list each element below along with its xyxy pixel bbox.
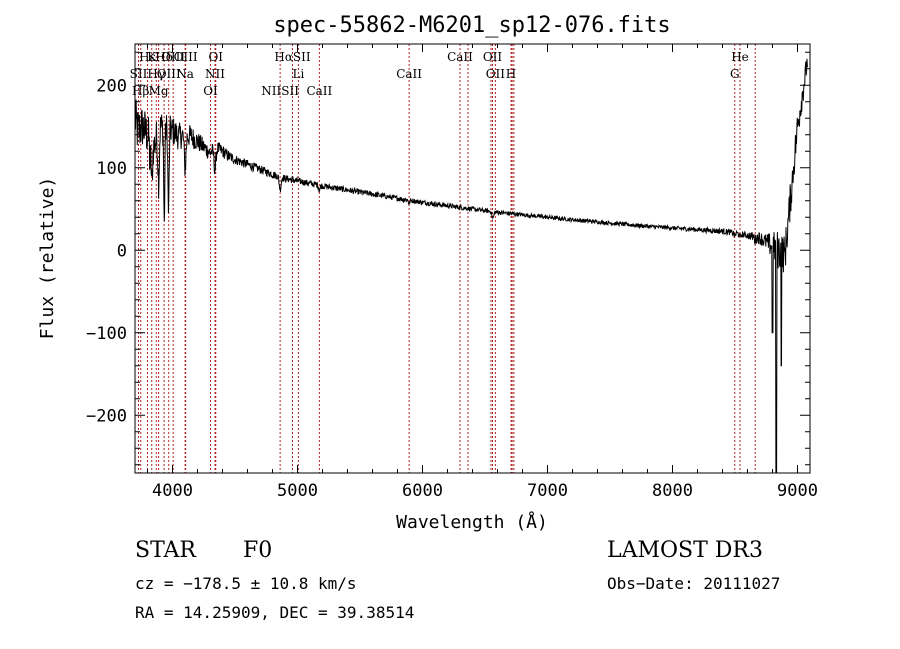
spectral-line-label: Na: [176, 67, 194, 81]
spectral-line-label: OI: [208, 50, 223, 64]
spectral-line-label: OIII: [161, 50, 185, 64]
spectral-line-label: CaII: [447, 50, 473, 64]
plot-frame: [134, 43, 811, 474]
y-tick-label: −200: [86, 406, 127, 426]
x-axis-ticks: 4000 5000 6000 7000 8000 9000: [147, 44, 818, 501]
spectral-line-label: CaII: [306, 84, 332, 98]
spectral-line-label: OIII: [157, 67, 181, 81]
x-axis-label: Wavelength (Å): [396, 511, 548, 533]
object-class: STAR: [135, 538, 196, 563]
obs-date: Obs−Date: 20111027: [607, 574, 781, 593]
spectral-line-label: CaII: [396, 67, 422, 81]
spectral-line-label: NIISII: [261, 84, 299, 98]
spectral-line-label: HαSII: [274, 50, 311, 64]
x-tick-label: 7000: [527, 481, 568, 501]
spectral-line-label: Li: [292, 67, 304, 81]
spectral-line-label: Hε: [139, 50, 156, 64]
spectral-line-markers: [138, 44, 756, 473]
survey-label: LAMOST DR3: [607, 538, 763, 563]
spectral-line-label: Hδ: [155, 50, 173, 64]
x-tick-label: 9000: [777, 481, 818, 501]
x-tick-label: 5000: [277, 481, 318, 501]
spectral-line-label: He: [731, 50, 749, 64]
spectral-line-label: SII: [130, 67, 148, 81]
x-tick-label: 6000: [402, 481, 443, 501]
spectral-line-label: OII: [483, 50, 503, 64]
redshift-cz: cz = −178.5 ± 10.8 km/s: [135, 574, 357, 593]
spectral-line-label: G: [730, 67, 740, 81]
spectral-line-label: K: [147, 50, 157, 64]
spectral-line-label: H: [506, 67, 516, 81]
object-subclass: F0: [243, 538, 273, 563]
y-tick-label: 200: [96, 76, 127, 96]
y-axis-label: Flux (relative): [37, 177, 58, 340]
x-tick-label: 4000: [152, 481, 193, 501]
y-axis-ticks: −200 −100 0 100 200: [86, 51, 810, 466]
spectral-line-label: OIII: [174, 50, 198, 64]
spectral-line-label: OII: [486, 67, 506, 81]
y-tick-label: 100: [96, 159, 127, 179]
coordinates: RA = 14.25909, DEC = 39.38514: [135, 603, 415, 622]
spectrum-line: [134, 58, 808, 474]
spectral-line-label: NII: [205, 67, 225, 81]
y-tick-label: 0: [117, 241, 127, 261]
chart-title: spec-55862-M6201_sp12-076.fits: [273, 13, 670, 38]
spectral-line-label: OI: [203, 84, 218, 98]
y-tick-label: −100: [86, 324, 127, 344]
x-tick-label: 8000: [652, 481, 693, 501]
spectral-line-label: Hβ: [132, 84, 149, 98]
spectral-line-label: Hγ: [147, 67, 165, 81]
spectral-line-label: Mg: [149, 84, 169, 98]
